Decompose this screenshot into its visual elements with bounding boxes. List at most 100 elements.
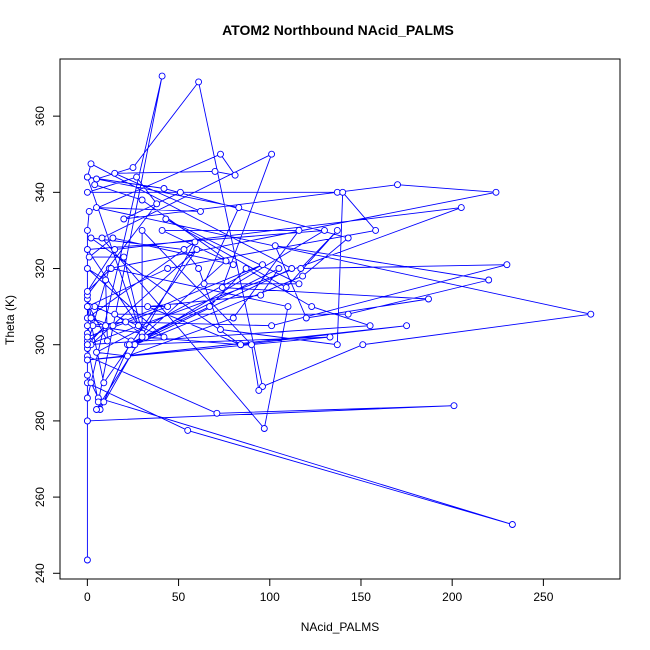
data-point (120, 253, 128, 261)
data-point (83, 265, 91, 272)
data-point (83, 173, 91, 181)
data-point (195, 265, 203, 272)
x-tick-label: 150 (351, 590, 371, 604)
data-point (213, 409, 221, 417)
data-point (193, 246, 201, 253)
data-point (425, 295, 432, 303)
data-point (83, 303, 91, 311)
data-point (85, 207, 93, 215)
y-tick-label: 300 (33, 334, 47, 354)
data-point (83, 226, 91, 234)
data-point (394, 181, 401, 189)
chart-title: ATOM2 Northbound NAcid_PALMS (222, 22, 454, 38)
data-point (372, 226, 380, 234)
data-point (125, 341, 133, 349)
data-point (134, 322, 142, 330)
y-tick-label: 240 (33, 563, 47, 583)
data-point (403, 322, 411, 330)
data-point (485, 276, 493, 284)
data-point (83, 394, 91, 402)
data-point (160, 333, 168, 341)
y-axis-label: Theta (K) (3, 295, 17, 345)
data-point (295, 280, 303, 288)
data-point (103, 337, 111, 345)
data-point (83, 341, 91, 349)
data-point (98, 234, 106, 242)
y-axis: 240 260 280 300 320 340 360 (33, 106, 61, 583)
data-point (197, 207, 204, 215)
data-point (206, 303, 214, 311)
data-point (248, 341, 255, 349)
x-axis: 0 50 100 150 200 250 (84, 578, 554, 604)
data-point (87, 160, 95, 168)
data-point (275, 265, 283, 272)
x-axis-label: NAcid_PALMS (301, 620, 379, 634)
data-point (120, 215, 128, 223)
data-point (237, 341, 245, 349)
data-point (83, 322, 91, 330)
data-point (138, 333, 146, 341)
data-point (242, 265, 250, 272)
data-point (260, 425, 268, 432)
data-point (326, 333, 334, 341)
data-point (191, 238, 199, 246)
data-point (83, 556, 91, 564)
y-tick-label: 360 (33, 106, 47, 126)
data-point (111, 246, 119, 253)
series-line (86, 75, 591, 560)
data-point (217, 326, 224, 333)
data-point (164, 303, 172, 311)
y-tick-label: 260 (33, 487, 47, 507)
data-point (180, 246, 188, 253)
data-point (107, 265, 115, 272)
data-point (218, 284, 226, 292)
data-point (211, 167, 219, 175)
data-point (222, 257, 230, 265)
data-point (176, 188, 184, 196)
data-point (587, 310, 595, 318)
data-point (164, 265, 172, 272)
data-point (160, 185, 168, 192)
data-point (87, 379, 95, 387)
y-tick-label: 340 (33, 182, 47, 202)
data-point (339, 188, 347, 196)
data-point (83, 333, 91, 341)
data-point (93, 406, 100, 413)
data-point (231, 171, 239, 179)
data-point (271, 242, 279, 250)
data-point (87, 314, 95, 322)
data-point (229, 314, 237, 322)
data-point (503, 261, 511, 269)
data-point (200, 280, 208, 288)
x-tick-label: 100 (260, 590, 280, 604)
data-point (83, 188, 91, 196)
data-point (255, 386, 263, 394)
data-point (83, 287, 91, 295)
data-point (359, 341, 367, 349)
data-point (83, 246, 91, 253)
data-point (457, 204, 465, 212)
data-point (195, 78, 203, 86)
data-point (93, 348, 100, 356)
data-point (302, 314, 310, 322)
data-point (333, 341, 341, 349)
data-point (288, 265, 296, 272)
data-point (158, 226, 166, 234)
data-point (85, 253, 93, 261)
data-point (217, 150, 224, 158)
data-point (111, 310, 119, 318)
data-point (229, 261, 237, 269)
data-point (333, 226, 341, 234)
data-point (259, 261, 266, 269)
data-point (153, 200, 161, 208)
data-point (344, 310, 352, 318)
data-point (308, 303, 316, 311)
data-point (235, 204, 243, 212)
data-point (366, 322, 374, 330)
data-point (297, 265, 305, 272)
data-point (138, 196, 146, 204)
data-point (492, 188, 500, 196)
data-point (299, 272, 307, 280)
data-point (508, 521, 516, 528)
